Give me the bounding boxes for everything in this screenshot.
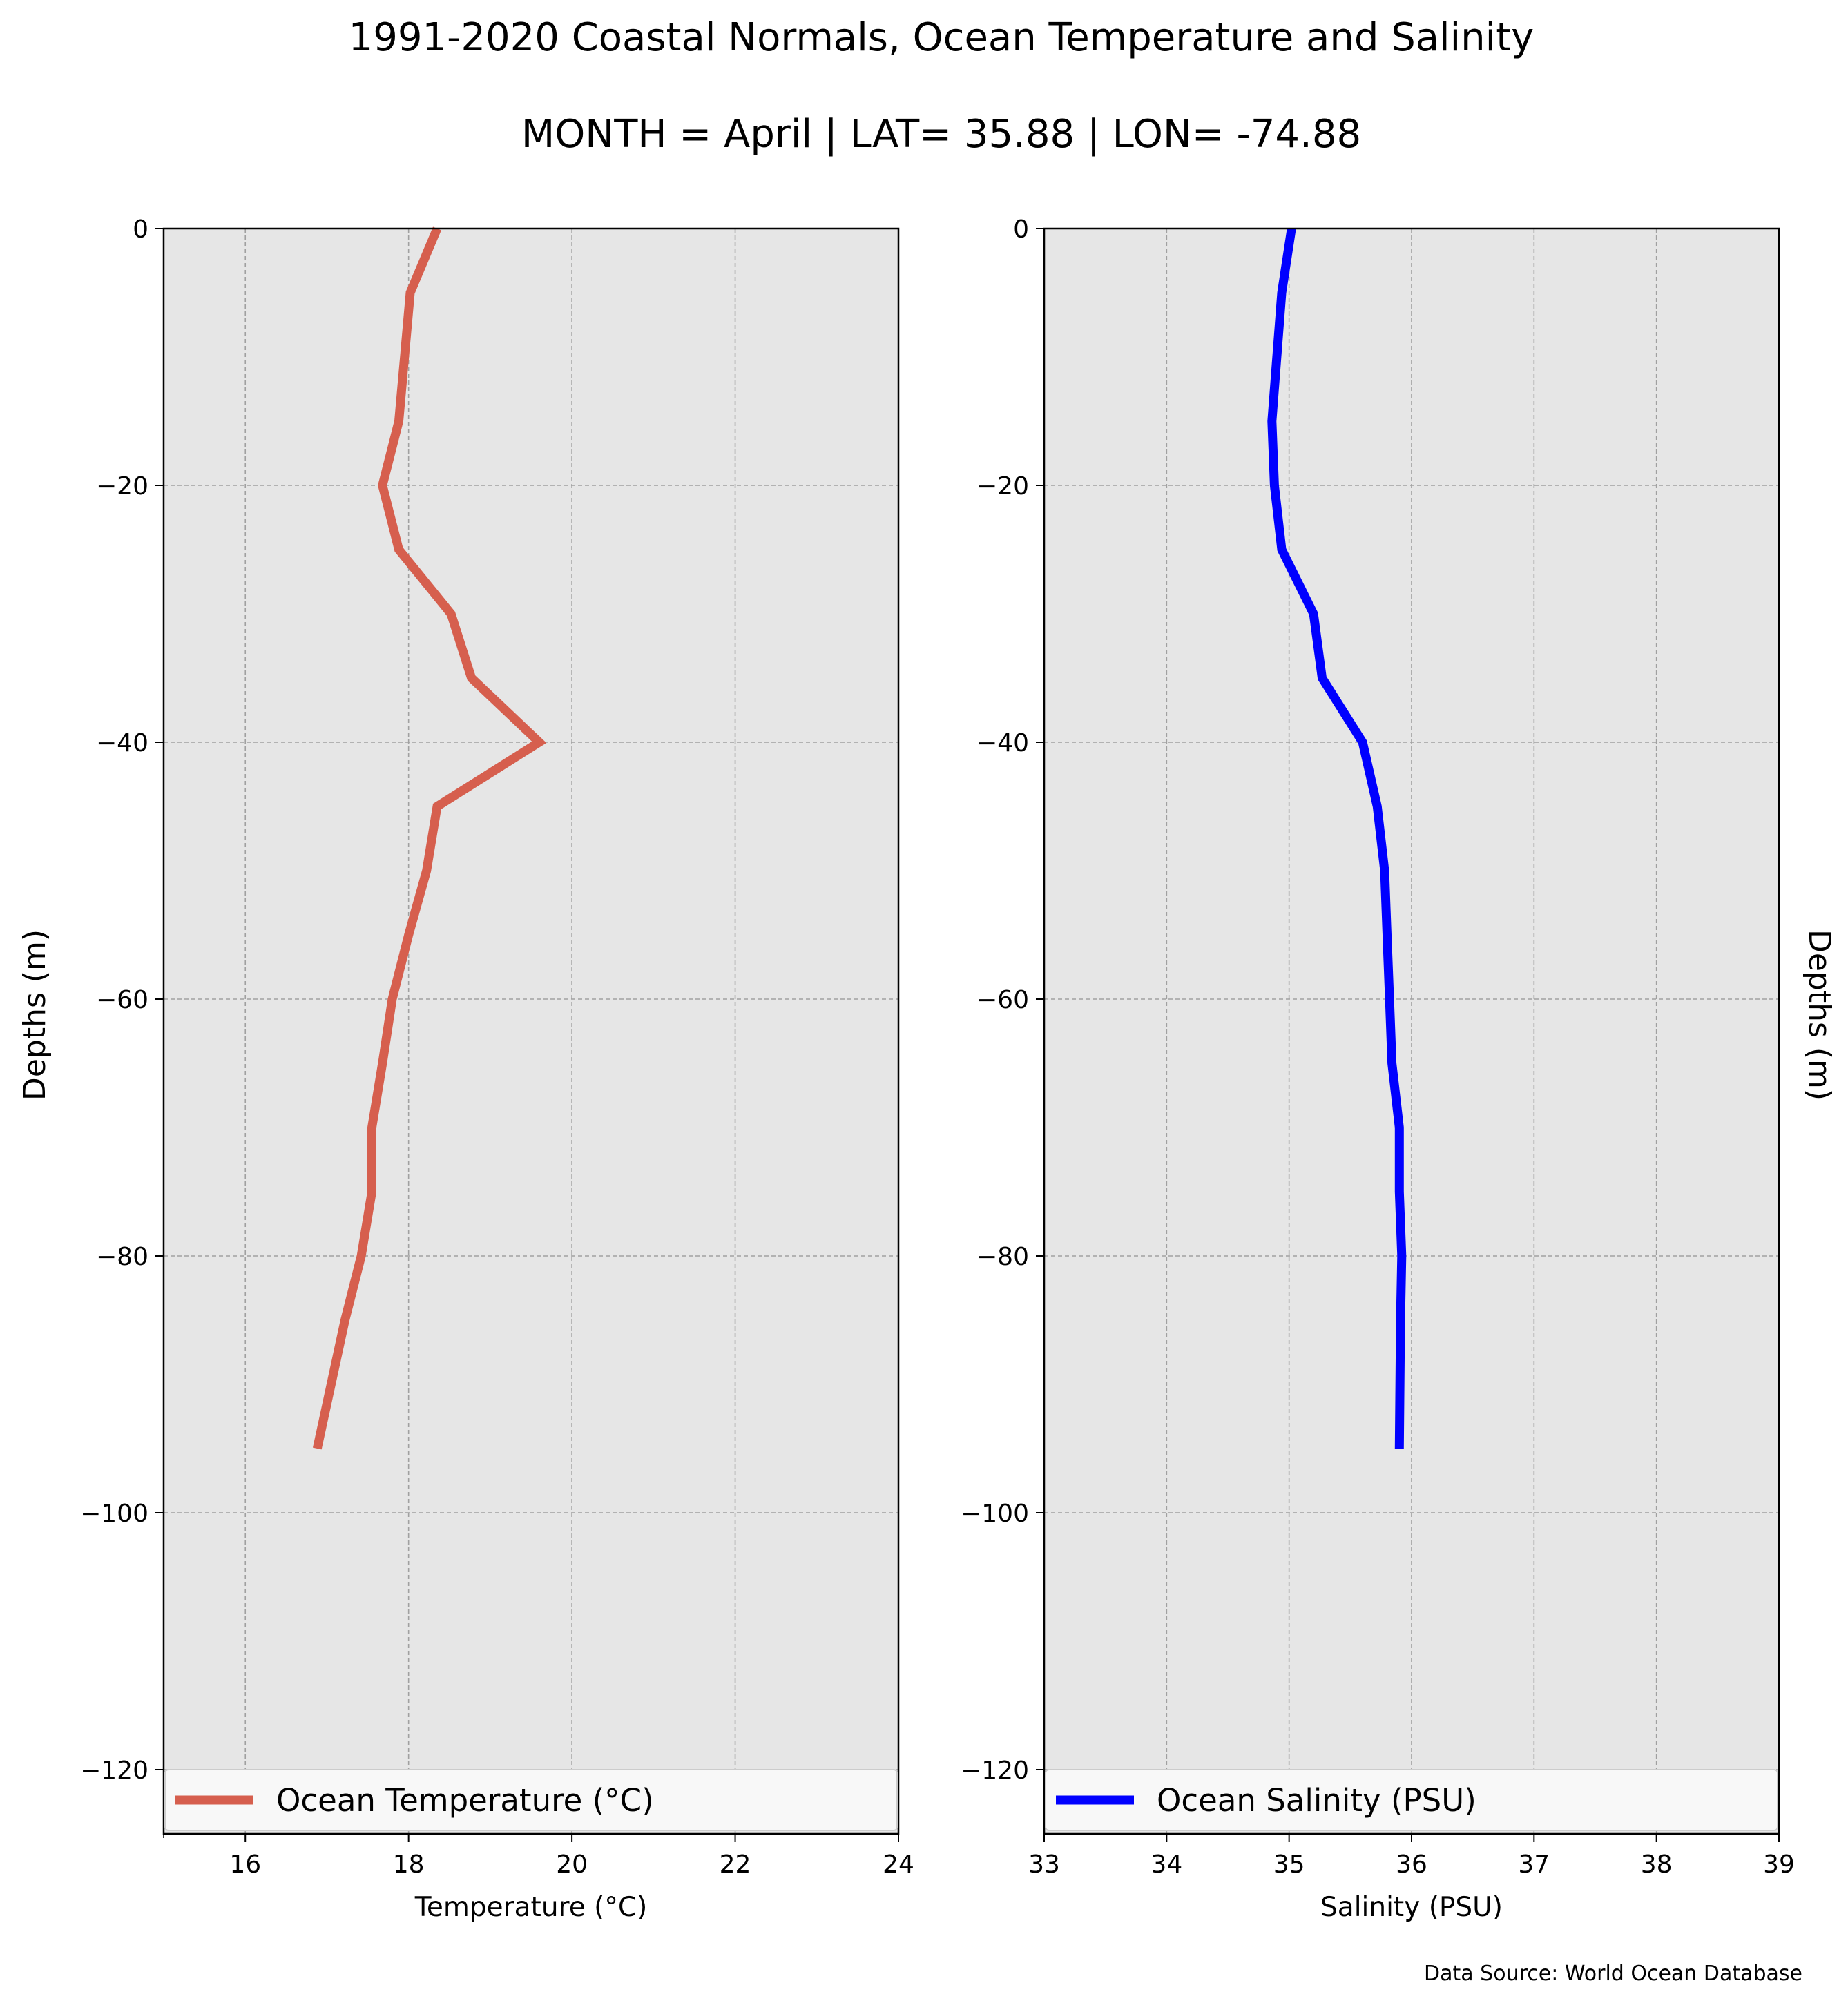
temperature-ticks: 16 18 20 22 24 0 −20 −40 −60 −80 −100 −120 — [80, 215, 914, 1879]
salinity-y-tick-label: −60 — [976, 986, 1029, 1014]
temperature-y-axis-label: Depths (m) — [17, 929, 52, 1101]
salinity-x-tick-label: 38 — [1641, 1850, 1673, 1879]
salinity-x-tick-label: 37 — [1518, 1850, 1550, 1879]
salinity-y-tick-label: −100 — [961, 1500, 1029, 1528]
salinity-series-line — [1267, 228, 1407, 1449]
temperature-axes-frame — [162, 227, 900, 1835]
chart-subtitle: MONTH = April | LAT= 35.88 | LON= -74.88 — [521, 112, 1361, 157]
salinity-y-tick-label: 0 — [1013, 215, 1029, 244]
salinity-y-tick-label: −80 — [976, 1243, 1029, 1271]
salinity-y-tick-label: −40 — [976, 729, 1029, 757]
temperature-y-tick-label: −80 — [96, 1243, 148, 1271]
salinity-x-tick-label: 33 — [1028, 1850, 1060, 1879]
temperature-legend: Ocean Temperature (°C) — [164, 1769, 898, 1831]
salinity-y-tick-label: −120 — [961, 1757, 1029, 1785]
temperature-x-tick-label: 18 — [393, 1850, 425, 1879]
salinity-x-tick-label: 35 — [1273, 1850, 1305, 1879]
temperature-legend-box — [164, 1769, 898, 1831]
salinity-legend: Ocean Salinity (PSU) — [1045, 1769, 1778, 1831]
chart-title: 1991-2020 Coastal Normals, Ocean Tempera… — [349, 15, 1534, 60]
temperature-y-tick-label: −60 — [96, 986, 148, 1014]
salinity-y-tick-label: −20 — [976, 472, 1029, 501]
temperature-x-tick-label: 16 — [229, 1850, 261, 1879]
temperature-y-tick-label: −20 — [96, 472, 148, 501]
salinity-y-axis-label: Depths (m) — [1802, 929, 1837, 1101]
temperature-x-tick-label: 22 — [720, 1850, 751, 1879]
temperature-x-tick-label: 24 — [883, 1850, 914, 1879]
salinity-x-axis-label: Salinity (PSU) — [1320, 1892, 1503, 1923]
salinity-axes-frame — [1043, 227, 1780, 1835]
salinity-legend-box — [1045, 1769, 1778, 1831]
temperature-y-tick-label: −100 — [80, 1500, 148, 1528]
temperature-y-tick-label: −120 — [80, 1757, 148, 1785]
temperature-plot-area — [164, 229, 898, 1834]
salinity-ticks: 33 34 35 36 37 38 39 0 −20 −40 −60 −80 −100 −120 — [961, 215, 1795, 1879]
salinity-legend-label: Ocean Salinity (PSU) — [1157, 1782, 1476, 1819]
salinity-x-tick-label: 39 — [1763, 1850, 1795, 1879]
temperature-x-axis-label: Temperature (°C) — [414, 1892, 648, 1923]
data-source-note: Data Source: World Ocean Database — [1424, 1962, 1802, 1986]
temperature-y-tick-label: 0 — [133, 215, 148, 244]
salinity-panel: 33 34 35 36 37 38 39 0 −20 −40 −60 −80 −100 −120 Ocea… — [961, 215, 1837, 1923]
temperature-panel: 16 18 20 22 24 0 −20 −40 −60 −80 −100 −120 Ocean Te… — [17, 215, 914, 1923]
temperature-series-line — [312, 226, 547, 1450]
temperature-x-tick-label: 20 — [556, 1850, 588, 1879]
salinity-x-tick-label: 34 — [1151, 1850, 1182, 1879]
salinity-x-tick-label: 36 — [1396, 1850, 1427, 1879]
temperature-y-tick-label: −40 — [96, 729, 148, 757]
temperature-legend-label: Ocean Temperature (°C) — [276, 1782, 654, 1819]
